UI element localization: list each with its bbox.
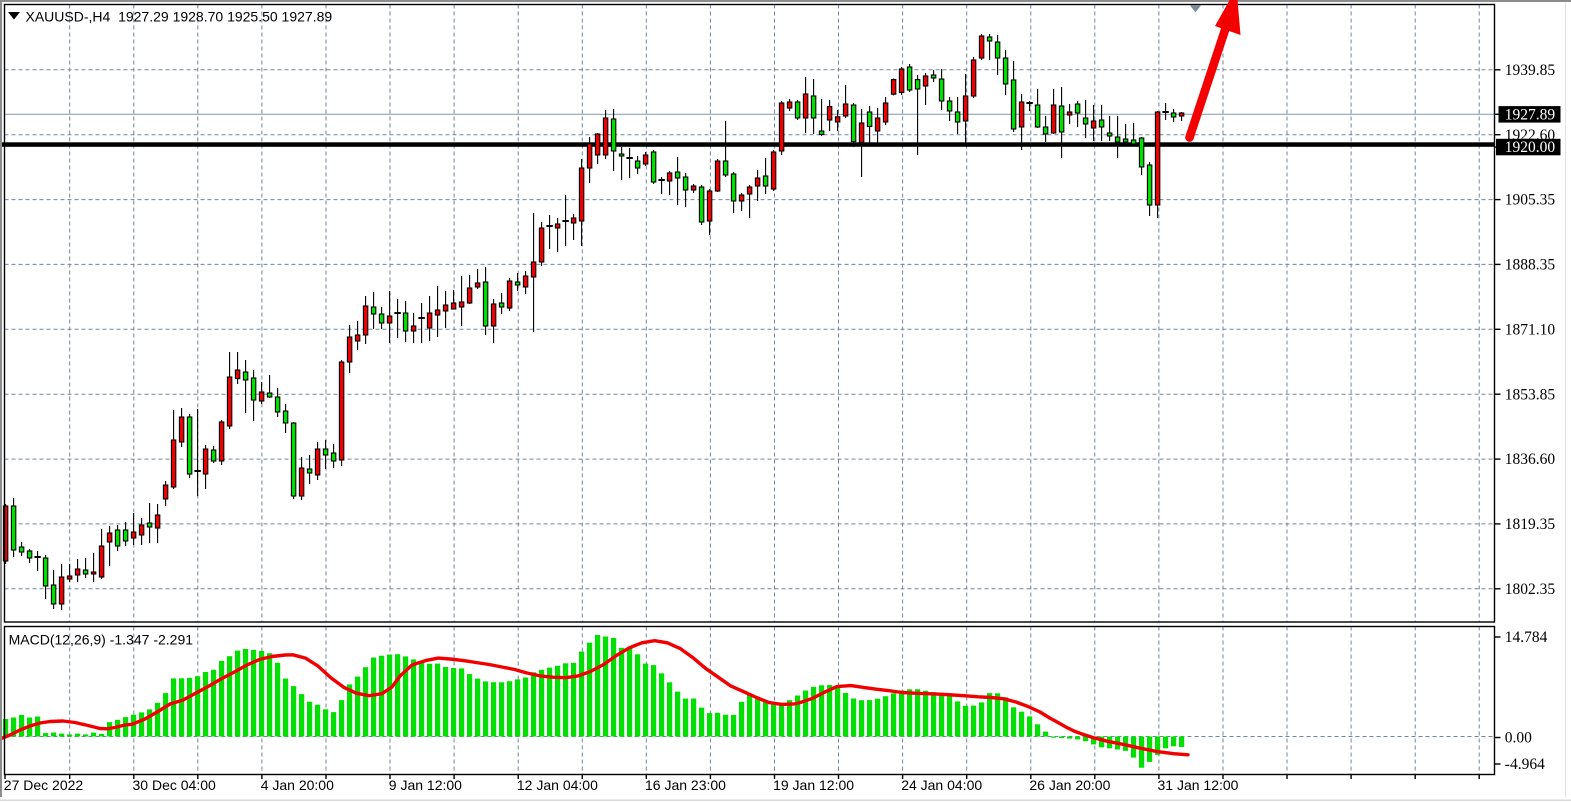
svg-text:1871.10: 1871.10	[1505, 322, 1556, 339]
svg-text:1853.85: 1853.85	[1505, 386, 1556, 403]
svg-text:4 Jan 20:00: 4 Jan 20:00	[261, 777, 334, 793]
svg-text:1888.35: 1888.35	[1505, 257, 1556, 274]
svg-text:1836.60: 1836.60	[1505, 451, 1556, 468]
svg-text:19 Jan 12:00: 19 Jan 12:00	[773, 777, 854, 793]
svg-text:MACD(12,26,9) -1.347 -2.291: MACD(12,26,9) -1.347 -2.291	[9, 631, 194, 647]
svg-text:1802.35: 1802.35	[1505, 581, 1556, 598]
svg-text:1920.00: 1920.00	[1505, 139, 1556, 156]
svg-text:26 Jan 20:00: 26 Jan 20:00	[1029, 777, 1110, 793]
svg-text:-4.964: -4.964	[1505, 756, 1545, 773]
svg-text:24 Jan 04:00: 24 Jan 04:00	[901, 777, 982, 793]
svg-text:31 Jan 12:00: 31 Jan 12:00	[1158, 777, 1239, 793]
svg-text:1927.89: 1927.89	[1505, 107, 1556, 124]
svg-text:27 Dec 2022: 27 Dec 2022	[4, 777, 84, 793]
svg-text:1939.85: 1939.85	[1505, 62, 1556, 79]
svg-text:1905.35: 1905.35	[1505, 192, 1556, 209]
svg-text:0.00: 0.00	[1505, 730, 1532, 747]
svg-text:1819.35: 1819.35	[1505, 516, 1556, 533]
svg-text:9 Jan 12:00: 9 Jan 12:00	[389, 777, 462, 793]
svg-text:14.784: 14.784	[1505, 629, 1548, 646]
svg-text:30 Dec 04:00: 30 Dec 04:00	[133, 777, 216, 793]
svg-text:12 Jan 04:00: 12 Jan 04:00	[517, 777, 598, 793]
svg-text:16 Jan 23:00: 16 Jan 23:00	[645, 777, 726, 793]
svg-text:XAUUSD-,H4 1927.29 1928.70 19: XAUUSD-,H4 1927.29 1928.70 1925.50 1927.…	[26, 9, 333, 25]
